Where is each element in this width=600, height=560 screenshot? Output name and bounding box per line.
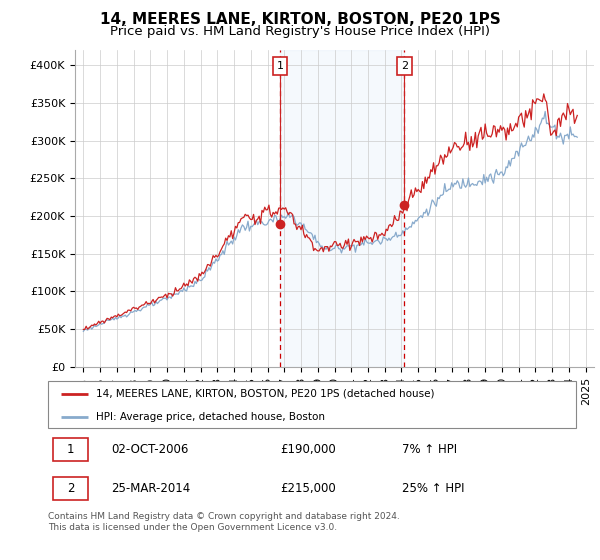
Text: £190,000: £190,000: [280, 443, 336, 456]
Text: 7% ↑ HPI: 7% ↑ HPI: [402, 443, 457, 456]
Text: 14, MEERES LANE, KIRTON, BOSTON, PE20 1PS: 14, MEERES LANE, KIRTON, BOSTON, PE20 1P…: [100, 12, 500, 27]
Text: £215,000: £215,000: [280, 482, 336, 495]
Text: Price paid vs. HM Land Registry's House Price Index (HPI): Price paid vs. HM Land Registry's House …: [110, 25, 490, 38]
FancyBboxPatch shape: [53, 477, 88, 500]
Text: Contains HM Land Registry data © Crown copyright and database right 2024.
This d: Contains HM Land Registry data © Crown c…: [48, 512, 400, 532]
Text: 1: 1: [67, 443, 74, 456]
Text: HPI: Average price, detached house, Boston: HPI: Average price, detached house, Bost…: [95, 412, 325, 422]
Text: 1: 1: [277, 61, 284, 71]
Text: 02-OCT-2006: 02-OCT-2006: [112, 443, 189, 456]
FancyBboxPatch shape: [48, 381, 576, 428]
FancyBboxPatch shape: [53, 438, 88, 461]
Text: 25% ↑ HPI: 25% ↑ HPI: [402, 482, 464, 495]
Text: 14, MEERES LANE, KIRTON, BOSTON, PE20 1PS (detached house): 14, MEERES LANE, KIRTON, BOSTON, PE20 1P…: [95, 389, 434, 399]
Text: 2: 2: [401, 61, 408, 71]
Text: 25-MAR-2014: 25-MAR-2014: [112, 482, 191, 495]
Bar: [280, 50, 404, 367]
Text: 2: 2: [67, 482, 74, 495]
